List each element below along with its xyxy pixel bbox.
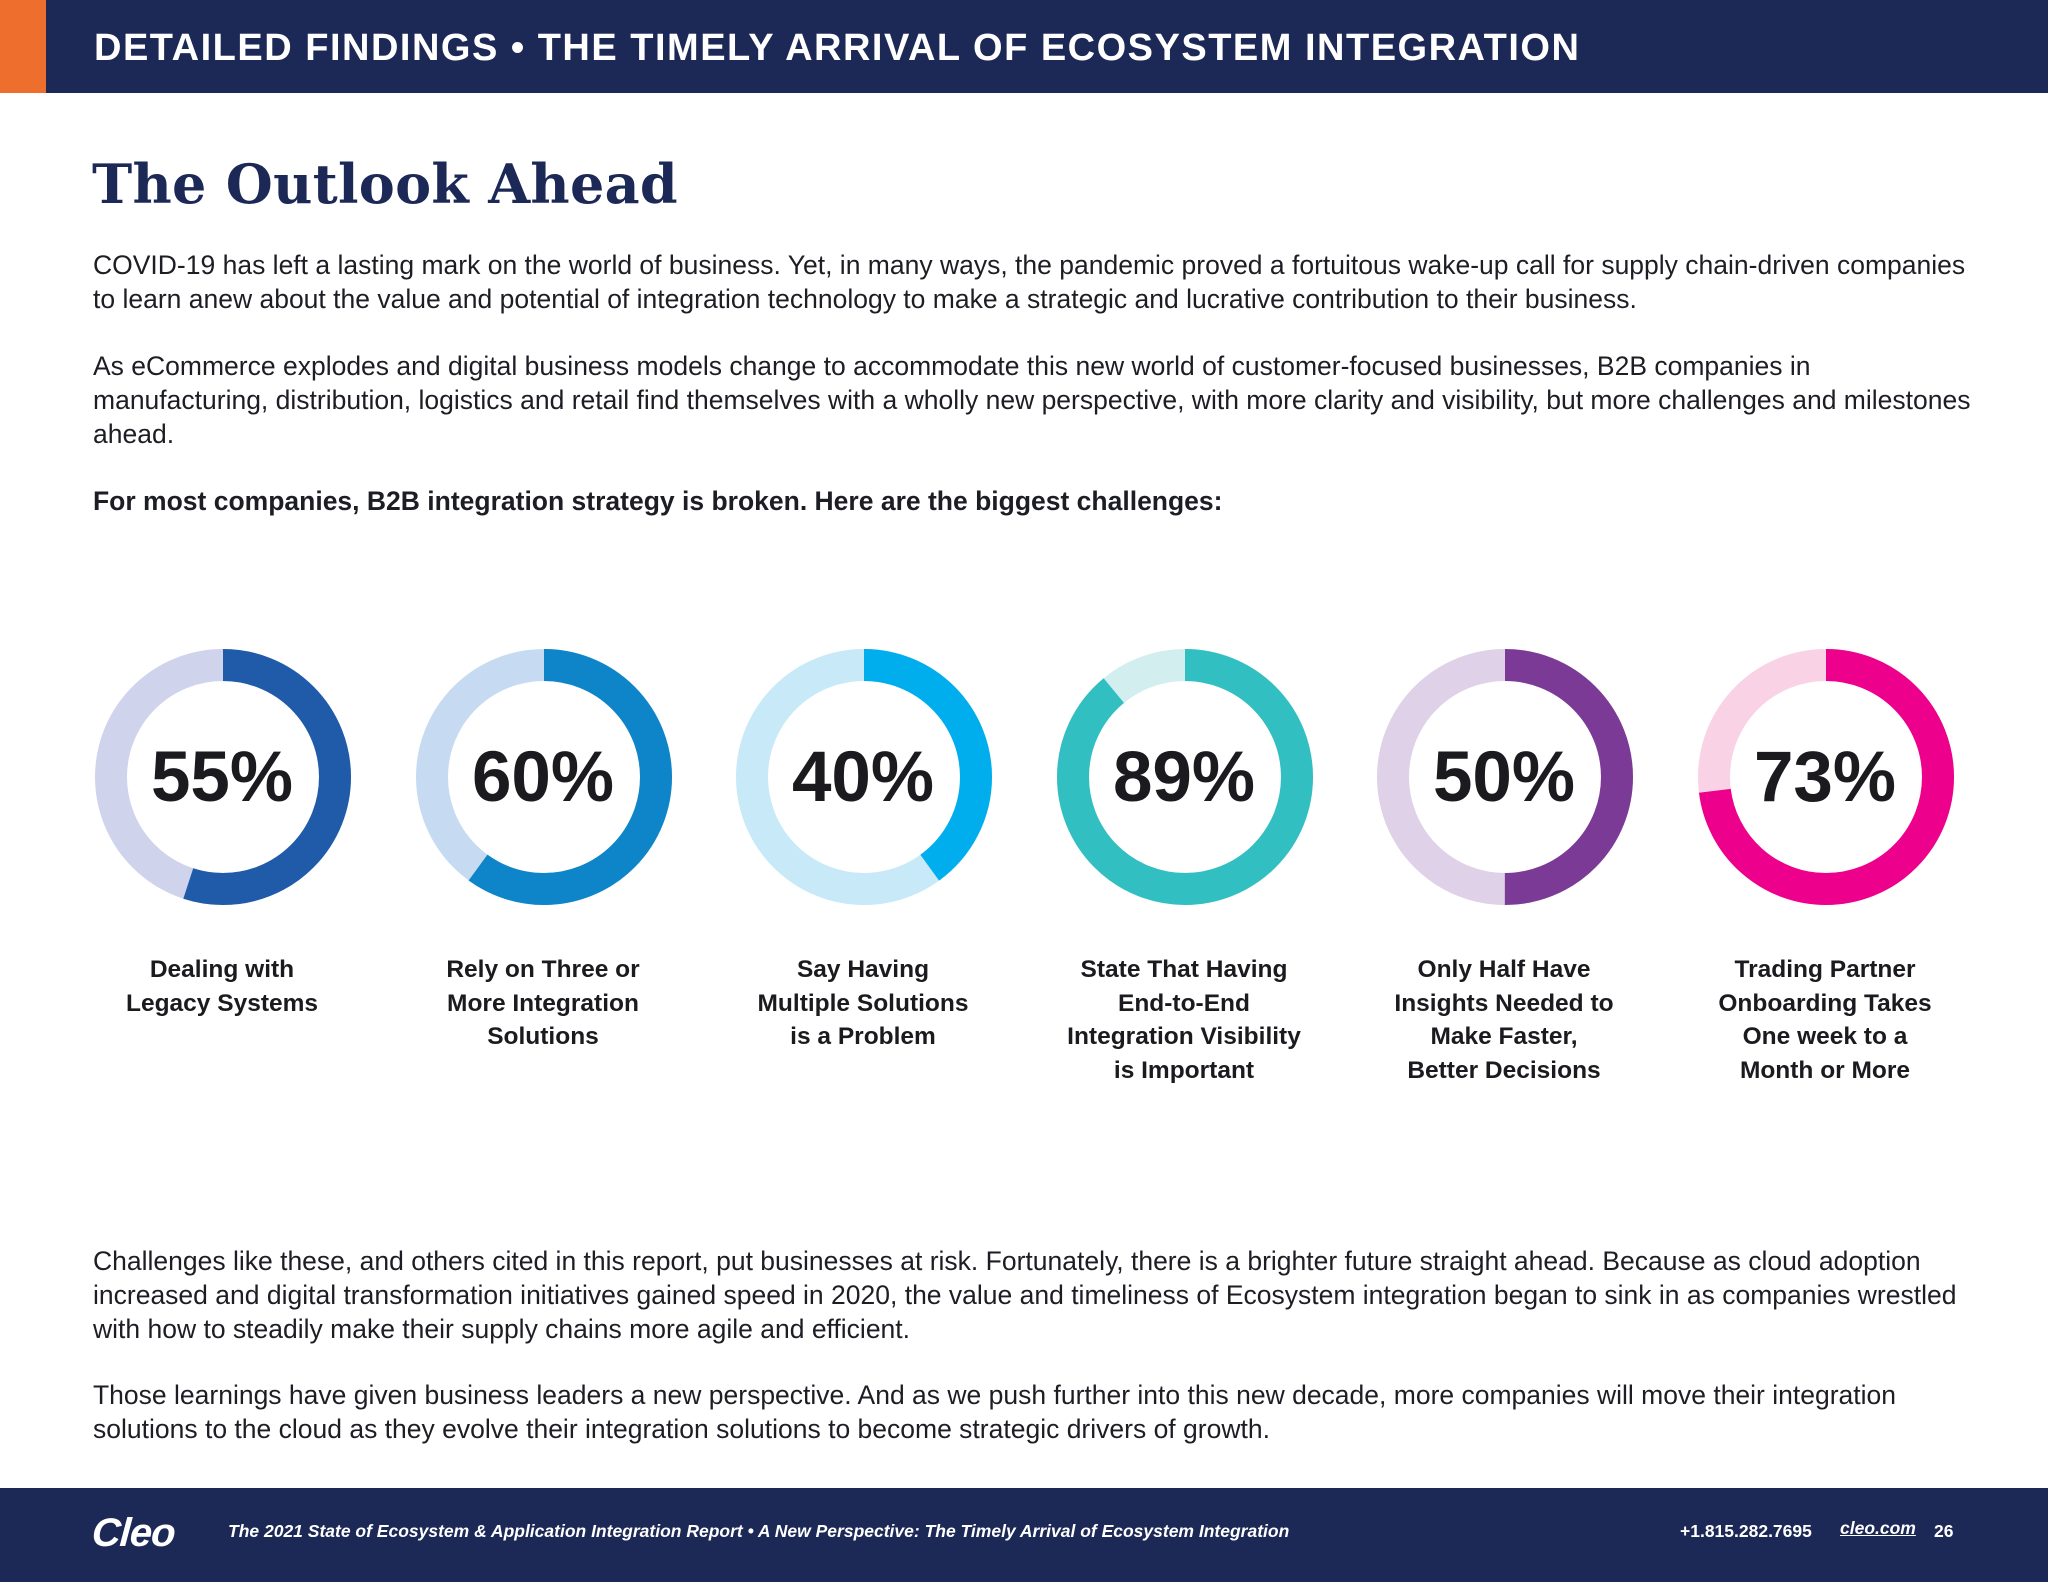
donut-arc	[95, 649, 351, 905]
section-title: DETAILED FINDINGS • THE TIMELY ARRIVAL O…	[94, 27, 1581, 69]
stat-end-to-end-visibility: 89% State That Having End-to-End Integra…	[1024, 648, 1344, 1098]
intro-paragraph-1: COVID-19 has left a lasting mark on the …	[93, 250, 1966, 314]
footer-url-link[interactable]: cleo.com	[1840, 1518, 1916, 1538]
donut-chart	[736, 649, 992, 905]
stat-label: Trading Partner Onboarding Takes One wee…	[1718, 956, 1932, 1084]
donut-chart	[416, 649, 672, 905]
stat-label: State That Having End-to-End Integration…	[1067, 956, 1301, 1084]
donut-chart	[1377, 649, 1633, 905]
stat-label: Only Half Have Insights Needed to Make F…	[1394, 956, 1614, 1084]
stat-value: 55%	[150, 738, 294, 817]
donut-chart	[1698, 649, 1954, 905]
closing-paragraph-1: Challenges like these, and others cited …	[93, 1246, 1957, 1344]
intro-paragraph-2: As eCommerce explodes and digital busine…	[93, 351, 1971, 449]
stat-legacy-systems: 55% Dealing with Legacy Systems	[62, 648, 382, 1098]
closing-paragraph-2: Those learnings have given business lead…	[93, 1380, 1896, 1444]
donut-arc	[416, 649, 672, 905]
stat-multiple-solutions-problem: 40% Say Having Multiple Solutions is a P…	[703, 648, 1023, 1098]
stat-value: 40%	[791, 738, 935, 817]
stat-label: Say Having Multiple Solutions is a Probl…	[757, 956, 969, 1050]
header-bar: DETAILED FINDINGS • THE TIMELY ARRIVAL O…	[0, 0, 2048, 93]
stat-value: 73%	[1753, 738, 1897, 817]
page-title: The Outlook Ahead	[92, 152, 678, 216]
donut-arc	[736, 649, 992, 905]
cleo-logo: Cleo	[90, 1511, 177, 1555]
stat-label: Dealing with Legacy Systems	[125, 956, 319, 1017]
header-accent	[0, 0, 46, 93]
donut-arc	[1377, 649, 1633, 905]
stat-value: 60%	[471, 738, 615, 817]
footer-bar: Cleo The 2021 State of Ecosystem & Appli…	[0, 1488, 2048, 1582]
stat-three-or-more-solutions: 60% Rely on Three or More Integration So…	[383, 648, 703, 1098]
donut-arc	[1057, 649, 1313, 905]
stat-insights-needed: 50% Only Half Have Insights Needed to Ma…	[1344, 648, 1664, 1098]
stat-label: Rely on Three or More Integration Soluti…	[446, 956, 640, 1050]
stat-value: 89%	[1112, 738, 1256, 817]
donut-arc	[1698, 649, 1954, 905]
stat-partner-onboarding: 73% Trading Partner Onboarding Takes One…	[1665, 648, 1985, 1098]
donut-chart	[95, 649, 351, 905]
page-number: 26	[1934, 1521, 1954, 1541]
challenges-lead: For most companies, B2B integration stra…	[93, 486, 1223, 516]
donut-chart	[1057, 649, 1313, 905]
footer-phone: +1.815.282.7695	[1680, 1521, 1812, 1541]
footer-report-title: The 2021 State of Ecosystem & Applicatio…	[228, 1521, 1290, 1541]
stat-value: 50%	[1432, 738, 1576, 817]
